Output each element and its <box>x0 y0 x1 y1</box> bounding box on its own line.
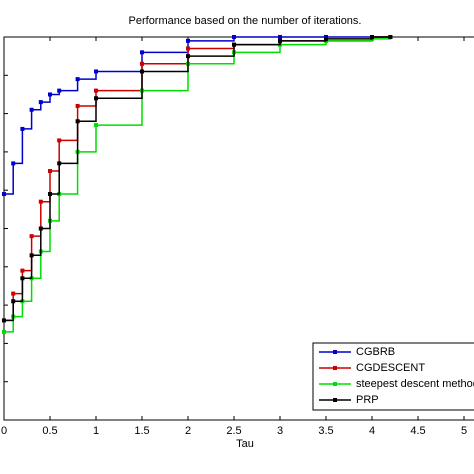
data-point <box>232 35 236 39</box>
data-point <box>186 38 190 43</box>
x-tick-label: 5 <box>461 425 467 437</box>
legend-marker <box>333 350 337 354</box>
x-tick-label: 4.5 <box>410 425 425 437</box>
data-point <box>11 161 16 166</box>
data-point <box>20 126 25 131</box>
legend-marker <box>333 366 337 370</box>
data-point <box>20 276 25 281</box>
data-point <box>29 234 34 239</box>
data-point <box>57 88 62 93</box>
data-point <box>324 36 328 41</box>
data-point <box>186 46 190 51</box>
x-tick-label: 2 <box>185 425 191 437</box>
chart-title: Performance based on the number of itera… <box>129 15 362 27</box>
data-point <box>11 291 16 296</box>
data-point <box>20 268 25 273</box>
x-tick-label: 1 <box>93 425 99 437</box>
legend-marker <box>333 382 337 386</box>
data-point <box>48 192 52 197</box>
data-point <box>140 61 144 66</box>
data-point <box>75 103 80 108</box>
data-point <box>38 226 43 231</box>
x-tick-label: 1.5 <box>134 425 149 437</box>
data-point <box>75 77 80 82</box>
data-point <box>75 119 80 124</box>
data-point <box>140 69 144 74</box>
data-point <box>48 92 52 97</box>
data-point <box>29 253 34 258</box>
data-point <box>388 35 393 39</box>
data-point <box>38 100 43 105</box>
data-point <box>57 138 62 143</box>
data-point <box>140 50 144 55</box>
legend-label: steepest descent method <box>356 378 474 390</box>
data-point <box>57 161 62 166</box>
data-point <box>278 38 282 43</box>
data-point <box>29 107 34 112</box>
x-tick-label: 3 <box>277 425 283 437</box>
x-tick-label: 4 <box>369 425 375 437</box>
series-line <box>4 37 392 333</box>
x-tick-label: 0.5 <box>42 425 57 437</box>
data-point <box>278 35 282 39</box>
legend-label: CGDESCENT <box>356 362 425 374</box>
data-point <box>232 42 236 47</box>
data-point <box>94 96 98 101</box>
legend-label: PRP <box>356 394 379 406</box>
data-point <box>2 329 6 334</box>
data-point <box>370 35 374 39</box>
series-line <box>4 36 391 195</box>
data-point <box>94 88 98 93</box>
series-line <box>4 36 391 322</box>
data-point <box>94 123 98 128</box>
legend-box <box>312 342 474 411</box>
x-tick-label: 0 <box>1 425 7 437</box>
x-axis-label: Tau <box>236 438 254 450</box>
data-point <box>2 318 6 323</box>
data-point <box>38 199 43 204</box>
data-point <box>48 169 52 174</box>
data-point <box>94 69 98 74</box>
data-point <box>186 54 190 59</box>
data-point <box>11 299 16 304</box>
x-tick-label: 2.5 <box>226 425 241 437</box>
data-point <box>2 192 6 197</box>
legend-marker <box>333 398 337 402</box>
series-line <box>4 36 391 322</box>
legend-label: CGBRB <box>356 346 395 358</box>
x-tick-label: 3.5 <box>318 425 333 437</box>
